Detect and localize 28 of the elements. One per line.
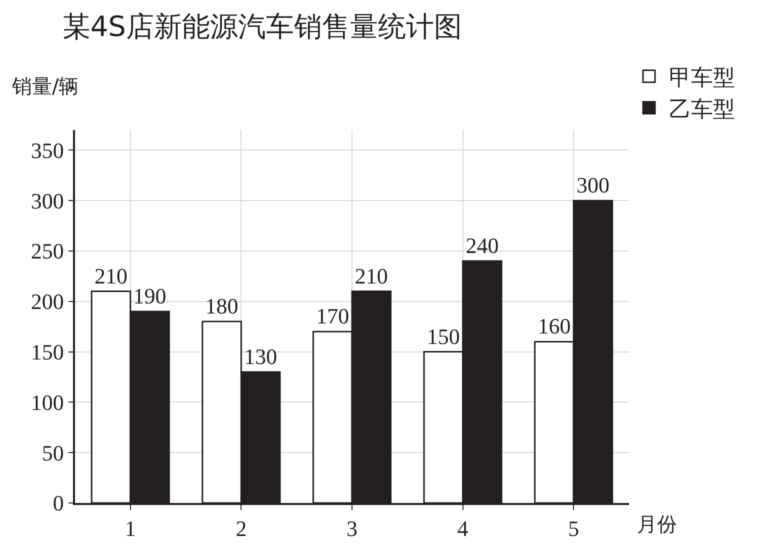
- data-label: 190: [133, 283, 166, 308]
- data-label: 300: [576, 172, 610, 198]
- y-tick-label: 150: [30, 339, 64, 364]
- x-tick-label: 1: [124, 516, 136, 542]
- legend-label: 乙车型: [669, 97, 735, 122]
- x-tick-label: 3: [346, 516, 358, 542]
- y-tick-label: 50: [42, 440, 64, 466]
- y-tick-label: 250: [30, 238, 64, 264]
- y-tick-label: 200: [30, 289, 64, 314]
- x-tick-label: 2: [236, 516, 247, 542]
- data-label: 160: [538, 314, 571, 339]
- chart-title: 某4S店新能源汽车销售量统计图: [62, 10, 462, 44]
- data-label: 210: [94, 263, 128, 288]
- x-tick-label: 5: [568, 516, 580, 542]
- data-label: 210: [354, 263, 388, 288]
- legend-label: 甲车型: [669, 66, 735, 91]
- y-tick-label: 100: [30, 390, 64, 415]
- data-label: 170: [316, 304, 350, 329]
- data-label: 180: [205, 294, 238, 319]
- y-tick-label: 350: [30, 138, 64, 163]
- y-axis-title: 销量/辆: [11, 74, 79, 98]
- y-tick-label: 300: [30, 188, 64, 214]
- x-axis-title: 月份: [637, 512, 677, 536]
- data-label: 240: [466, 233, 499, 258]
- data-label: 130: [244, 344, 278, 369]
- x-tick-label: 4: [457, 516, 468, 542]
- y-tick-label: 0: [52, 490, 64, 516]
- data-label: 150: [426, 324, 460, 349]
